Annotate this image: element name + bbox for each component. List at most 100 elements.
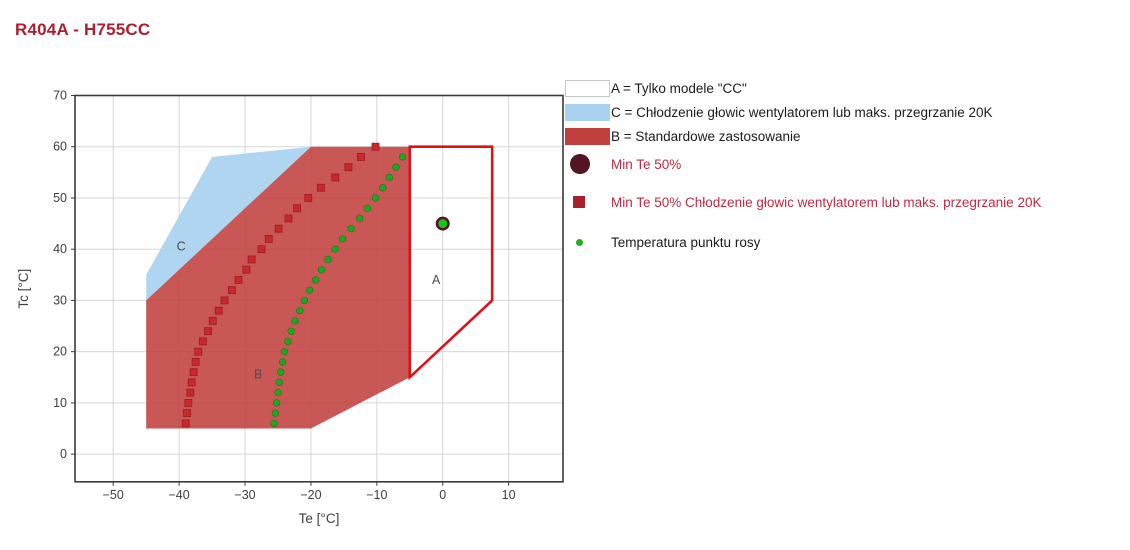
series-point-min-te-50-cc xyxy=(304,194,313,202)
series-point-dew-point xyxy=(291,317,299,325)
series-point-dew-point xyxy=(278,358,287,366)
series-point-min-te-50-cc xyxy=(371,142,380,151)
series-point-dew-point xyxy=(317,266,326,274)
region-label-b: B xyxy=(254,368,262,382)
legend-item-label: C = Chłodzenie głowic wentylatorem lub m… xyxy=(611,105,993,120)
series-point-dew-point xyxy=(273,399,281,407)
region-a-swatch-icon xyxy=(565,80,610,97)
series-point-min-te-50-cc xyxy=(204,327,213,336)
x-tick-label: 0 xyxy=(439,488,446,502)
legend-item-label: A = Tylko modele "CC" xyxy=(611,81,747,96)
series-point-dew-point xyxy=(284,337,292,346)
series-point-dew-point xyxy=(347,225,355,233)
legend-item-label: Min Te 50% xyxy=(611,156,682,172)
series-point-min-te-50-cc xyxy=(344,163,353,172)
series-point-min-te-50-cc xyxy=(257,245,266,254)
series-point-min-te-50-cc xyxy=(184,399,193,407)
series-point-dew-point xyxy=(280,348,289,356)
series-point-dew-point xyxy=(311,276,320,284)
y-tick-label: 30 xyxy=(53,293,67,307)
series-point-min-te-50-cc xyxy=(234,276,243,284)
legend-item-label: B = Standardowe zastosowanie xyxy=(611,129,801,144)
series-point-dew-point xyxy=(324,255,332,264)
series-point-dew-point xyxy=(306,286,314,294)
x-tick-label: 10 xyxy=(502,488,516,502)
series-point-dew-point xyxy=(287,327,295,335)
series-point-dew-point xyxy=(371,194,380,202)
legend-item-label: Temperatura punktu rosy xyxy=(611,235,761,250)
x-tick-label: −50 xyxy=(103,488,124,502)
series-point-min-te-50-cc xyxy=(284,214,293,223)
y-tick-label: 0 xyxy=(60,447,67,461)
series-point-min-te-50-cc xyxy=(247,255,256,264)
series-point-min-te-50-cc xyxy=(274,224,283,233)
min-te-50-circle-icon xyxy=(570,154,590,174)
series-point-min-te-50-cc xyxy=(357,153,365,161)
legend-item-region-a: A = Tylko modele "CC" xyxy=(565,79,1113,98)
legend-item-min-te-50: Min Te 50% xyxy=(565,154,1113,174)
x-tick-label: −10 xyxy=(366,488,387,502)
region-a xyxy=(408,145,494,381)
x-tick-label: −40 xyxy=(169,488,190,502)
series-point-min-te-50-cc xyxy=(181,419,190,428)
chart-legend: A = Tylko modele "CC" C = Chłodzenie gło… xyxy=(565,79,1113,252)
min-te-50-cc-square-icon xyxy=(573,196,585,208)
y-tick-label: 70 xyxy=(53,89,67,103)
series-point-min-te-50-cc xyxy=(264,235,273,243)
series-point-dew-point xyxy=(356,214,364,223)
y-tick-label: 20 xyxy=(53,345,67,359)
series-point-min-te-50-cc xyxy=(316,183,325,192)
series-point-dew-point xyxy=(379,184,387,192)
series-point-dew-point xyxy=(364,204,372,212)
series-point-dew-point xyxy=(271,409,279,417)
region-c-swatch-icon xyxy=(565,104,610,121)
page-title: R404A - H755CC xyxy=(15,20,151,39)
region-label-c: C xyxy=(177,240,186,254)
series-point-dew-point xyxy=(385,173,393,182)
legend-item-min-te-50-cc: Min Te 50% Chłodzenie głowic wentylatore… xyxy=(565,183,1113,221)
series-point-min-te-50-cc xyxy=(186,388,195,397)
series-point-dew-point xyxy=(392,163,400,171)
y-tick-label: 40 xyxy=(53,242,67,256)
operating-envelope-chart-canvas: C B A −50 −40 −30 −20 −10 0 10 0 10 20 30 40 50 60 70 Te [… xyxy=(16,89,564,526)
series-point-min-te-50-cc xyxy=(227,286,236,295)
series-point-dew-point xyxy=(331,245,339,253)
dew-point-dot-icon xyxy=(576,239,583,246)
series-point-min-te-50-cc xyxy=(214,306,223,315)
series-point-min-te-50-cc xyxy=(242,265,251,274)
series-point-min-te-50-cc xyxy=(183,409,191,418)
y-tick-label: 60 xyxy=(53,140,67,154)
legend-item-region-b: B = Standardowe zastosowanie xyxy=(565,127,1113,146)
series-point-min-te-50-cc xyxy=(191,358,200,366)
series-point-min-te-50-cc xyxy=(194,347,203,356)
series-point-dew-point xyxy=(296,307,304,315)
series-point-dew-point xyxy=(274,389,282,397)
legend-item-label: Min Te 50% Chłodzenie głowic wentylatore… xyxy=(611,194,1042,210)
region-b-swatch-icon xyxy=(565,128,610,145)
series-point-min-te-50-cc xyxy=(331,173,340,182)
y-tick-label: 50 xyxy=(53,191,67,205)
series-point-min-te-50 xyxy=(438,219,448,228)
x-axis-title: Te [°C] xyxy=(299,511,340,526)
series-point-min-te-50-cc xyxy=(198,337,207,346)
legend-item-region-c: C = Chłodzenie głowic wentylatorem lub m… xyxy=(565,103,1113,122)
y-tick-label: 10 xyxy=(53,396,67,410)
series-point-dew-point xyxy=(338,235,347,243)
legend-item-dew-point: Temperatura punktu rosy xyxy=(565,233,1113,252)
region-label-a: A xyxy=(432,273,441,287)
series-point-dew-point xyxy=(398,153,407,161)
series-point-dew-point xyxy=(270,419,278,427)
region-b xyxy=(146,146,410,429)
y-axis-title: Tc [°C] xyxy=(16,269,31,309)
series-point-min-te-50-cc xyxy=(293,204,301,213)
x-tick-label: −30 xyxy=(234,488,255,502)
series-point-dew-point xyxy=(277,368,285,376)
series-point-dew-point xyxy=(300,296,308,305)
series-point-min-te-50-cc xyxy=(187,378,196,387)
x-tick-label: −20 xyxy=(300,488,321,502)
plot-border xyxy=(74,94,564,483)
series-point-min-te-50-cc xyxy=(220,296,229,305)
series-point-dew-point xyxy=(275,378,283,387)
series-point-min-te-50-cc xyxy=(189,368,198,377)
